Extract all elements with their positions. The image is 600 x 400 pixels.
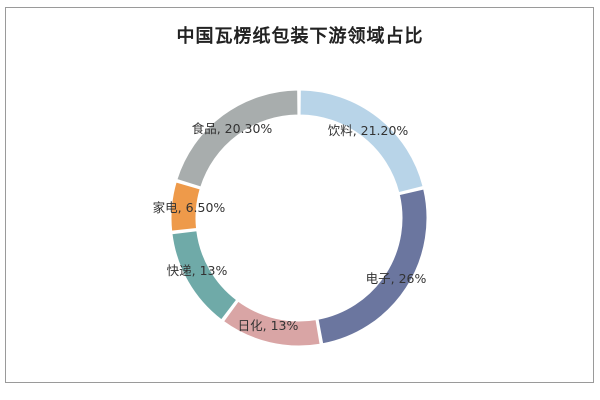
slice-label-食品: 食品, 20.30% xyxy=(192,121,273,136)
slice-label-饮料: 饮料, 21.20% xyxy=(328,123,409,138)
slice-食品 xyxy=(176,89,299,188)
slice-label-快递: 快递, 13% xyxy=(167,263,228,278)
slice-快递 xyxy=(171,230,238,321)
slice-label-电子: 电子, 26% xyxy=(366,271,427,286)
slice-label-日化: 日化, 13% xyxy=(238,318,299,333)
chart-title: 中国瓦楞纸包装下游领域占比 xyxy=(176,26,424,47)
slice-家电 xyxy=(170,181,201,232)
slice-电子 xyxy=(317,188,428,345)
slice-饮料 xyxy=(299,89,424,194)
slice-label-家电: 家电, 6.50% xyxy=(153,200,226,215)
chart-frame xyxy=(5,7,594,383)
slice-日化 xyxy=(222,300,321,347)
